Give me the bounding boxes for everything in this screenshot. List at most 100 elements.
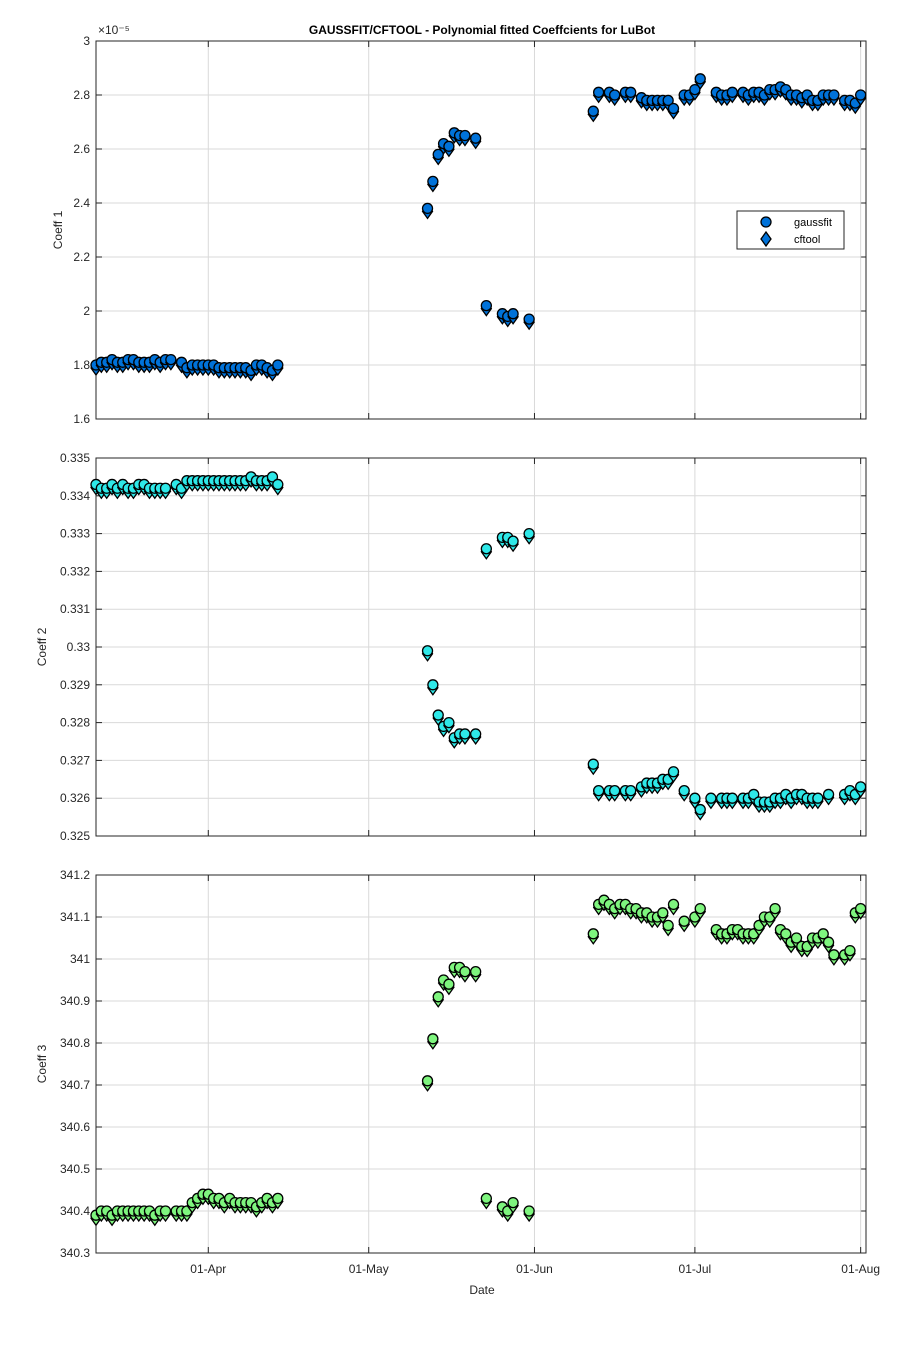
gaussfit-point [689,83,701,96]
gaussfit-point [523,527,535,540]
x-tick-label: 01-Apr [190,1262,226,1276]
chart-title: GAUSSFIT/CFTOOL - Polynomial fitted Coef… [309,23,655,37]
x-tick-label: 01-Aug [841,1262,880,1276]
gaussfit-point [432,148,444,161]
gaussfit-point [769,902,781,915]
gaussfit-point [625,784,637,797]
gaussfit-point [855,89,867,101]
y-axis-label: Coeff 1 [51,210,65,249]
x-axis-label: Date [469,1283,495,1297]
y-tick-label: 340.6 [60,1120,90,1134]
y-tick-label: 0.325 [60,829,90,843]
legend-cftool-label: cftool [794,234,820,246]
gaussfit-point [855,781,867,793]
gaussfit-point [609,89,621,101]
panel-coeff-3: 340.3 340.4 340.5 340.6 340.7 340.8 340.9 341 34… [35,868,880,1276]
y-tick-label: 0.335 [60,451,90,465]
x-tick-label: 01-May [349,1262,389,1276]
gaussfit-point [443,716,455,729]
axes-frame [95,874,867,1254]
gaussfit-point [421,202,434,215]
y-tick-label: 0.331 [60,602,90,616]
y-axis-label: Coeff 2 [35,627,49,666]
y-tick-label: 0.334 [60,489,90,503]
gaussfit-point [822,936,835,948]
gaussfit-point [470,965,482,978]
y-tick-label: 3 [83,34,90,48]
legend-gaussfit-label: gaussfit [794,217,832,229]
y-tick-label: 0.327 [60,753,90,767]
gaussfit-point [657,907,669,919]
panels: 1.6 1.8 2 2.2 2.4 2.6 2.8 3 Coeff 1 ×10⁻⁵ gaussfit… [35,23,880,1276]
y-tick-label: 341.2 [60,868,90,882]
y-tick-label: 340.5 [60,1162,90,1176]
gaussfit-point [694,803,706,816]
gaussfit-point [159,482,172,494]
y-tick-label: 341 [70,952,90,966]
gaussfit-point [587,928,599,940]
gaussfit-point [790,932,803,944]
gaussfit-point [427,175,439,188]
y-tick-label: 1.6 [73,412,90,426]
y-tick-label: 2 [83,304,90,318]
gaussfit-point [678,915,690,927]
gaussfit-point [678,784,690,797]
gaussfit-point [523,1205,535,1217]
y-tick-label: 2.2 [73,250,90,264]
gaussfit-point [812,792,824,804]
panel-coeff-1: 1.6 1.8 2 2.2 2.4 2.6 2.8 3 Coeff 1 ×10⁻⁵ gaussfit… [51,23,867,426]
y-tick-label: 0.329 [60,678,90,692]
y-tick-label: 2.8 [73,88,90,102]
gaussfit-point [726,792,738,804]
legend-gaussfit-marker [760,216,772,228]
gaussfit-point [822,788,835,801]
gaussfit-point [427,679,439,691]
panel-coeff-2: 0.325 0.326 0.327 0.328 0.329 0.33 0.331 0.332 0… [35,451,867,843]
gaussfit-point [694,73,706,85]
gaussfit-point [421,645,434,657]
y-tick-label: 0.33 [67,640,91,654]
y-tick-label: 0.328 [60,716,90,730]
gaussfit-point [480,299,492,312]
gaussfit-point [432,991,444,1003]
y-axis-label: Coeff 3 [35,1044,49,1083]
gaussfit-point [662,94,674,107]
gaussfit-point [421,1075,434,1087]
gaussfit-point [828,949,840,961]
gaussfit-point [705,792,717,804]
gaussfit-point [159,1205,172,1217]
gaussfit-point [266,471,279,483]
legend: gaussfit cftool [736,210,845,250]
gaussfit-point [272,1192,284,1205]
axes-frame [95,40,867,420]
gaussfit-point [507,535,519,547]
y-tick-label: 0.326 [60,791,90,805]
gaussfit-point [817,928,829,940]
gaussfit-point [443,140,455,152]
gaussfit-point [523,313,535,325]
y-tick-label: 340.3 [60,1246,90,1260]
y-tick-label: 340.4 [60,1204,90,1218]
gaussfit-point [748,788,760,801]
gaussfit-point [480,543,492,555]
y-tick-label: 340.8 [60,1036,90,1050]
gaussfit-point [432,709,444,721]
y-tick-label: 1.8 [73,358,90,372]
gaussfit-point [726,86,738,98]
gaussfit-point [780,928,792,940]
gaussfit-point [459,965,471,978]
axes-frame [95,457,867,837]
gaussfit-point [592,784,605,797]
x-tick-label: 01-Jul [679,1262,712,1276]
gaussfit-point [507,1196,519,1209]
x-tick-label: 01-Jun [516,1262,553,1276]
gaussfit-point [480,1192,492,1205]
gaussfit-point [165,353,177,366]
gaussfit-point [470,132,482,144]
gaussfit-point [443,978,455,990]
legend-box [736,210,845,250]
y-tick-label: 0.332 [60,564,90,578]
gaussfit-point [427,1033,439,1045]
